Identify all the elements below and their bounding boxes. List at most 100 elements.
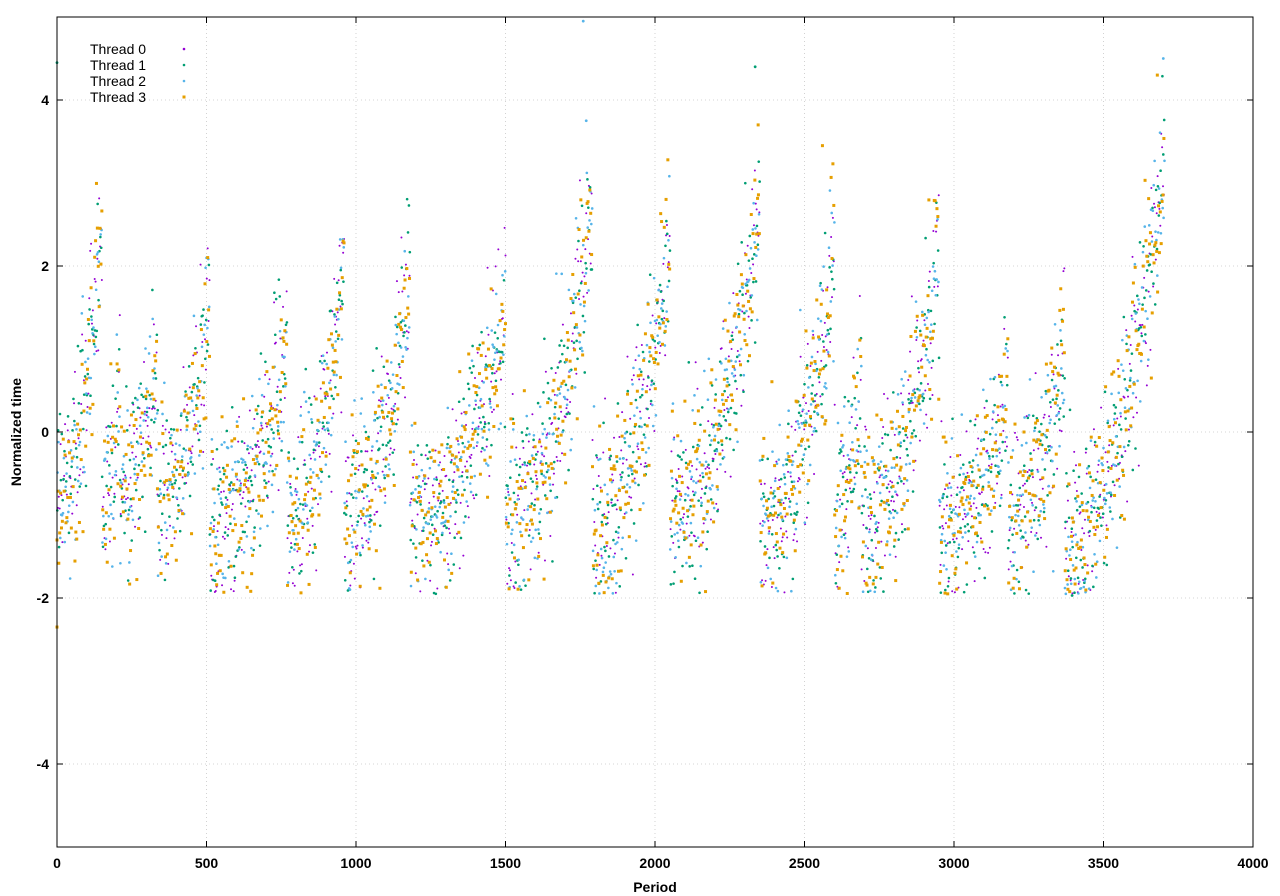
data-point [67, 510, 70, 514]
data-point [350, 413, 354, 417]
data-point [76, 479, 80, 483]
data-point [446, 442, 449, 446]
data-point [289, 491, 293, 495]
data-point [445, 526, 448, 530]
data-point [259, 450, 262, 453]
data-point [224, 526, 227, 529]
data-point [621, 486, 625, 490]
data-point [290, 520, 294, 524]
data-point [1057, 373, 1061, 377]
data-point [211, 529, 215, 533]
data-point [371, 445, 374, 448]
data-point [1091, 479, 1095, 483]
data-point [288, 550, 292, 553]
data-point [158, 548, 161, 552]
data-point [635, 346, 638, 349]
data-point [607, 576, 611, 580]
data-point [1067, 482, 1071, 486]
data-point [1055, 414, 1059, 417]
data-point [165, 537, 168, 540]
data-point [754, 202, 757, 205]
data-point [791, 577, 795, 581]
data-point [591, 564, 595, 568]
data-point [927, 280, 930, 283]
data-point [1005, 374, 1009, 378]
data-point [471, 344, 474, 348]
data-point [156, 525, 160, 529]
data-point [199, 328, 203, 332]
data-point [698, 460, 702, 464]
data-point [636, 323, 639, 327]
data-point [887, 517, 891, 520]
data-point [136, 476, 139, 479]
data-point [831, 162, 835, 166]
data-point [529, 568, 532, 571]
data-point [924, 236, 927, 240]
data-point [640, 344, 643, 347]
data-point [109, 362, 113, 366]
data-point [481, 446, 484, 450]
data-point [854, 408, 858, 411]
data-point [771, 518, 774, 521]
data-point [864, 581, 868, 585]
data-point [739, 363, 743, 367]
data-point [233, 576, 237, 579]
data-point [587, 206, 590, 209]
data-point [835, 553, 839, 556]
data-point [744, 253, 748, 257]
data-point [390, 407, 393, 410]
data-point [130, 509, 134, 513]
data-point [69, 477, 72, 480]
data-point [800, 422, 804, 425]
data-point [402, 319, 406, 322]
data-point [459, 455, 463, 459]
data-point [936, 249, 940, 252]
data-point [311, 524, 314, 527]
data-point [232, 590, 235, 593]
data-point [980, 438, 983, 442]
data-point [264, 440, 268, 444]
data-point [327, 338, 331, 342]
data-point [239, 536, 243, 540]
data-point [346, 561, 350, 565]
data-point [726, 380, 729, 384]
data-point [736, 349, 739, 352]
data-point [635, 389, 639, 393]
data-point [162, 452, 165, 455]
data-point [1057, 418, 1061, 421]
data-point [582, 238, 586, 242]
data-point [620, 449, 623, 452]
data-point [1025, 479, 1029, 483]
data-point [692, 479, 695, 483]
data-point [1109, 466, 1113, 470]
data-point [100, 475, 104, 479]
data-point [389, 432, 393, 436]
data-point [948, 482, 951, 485]
data-point [865, 567, 869, 571]
data-point [593, 520, 596, 523]
data-point [877, 521, 880, 524]
data-point [606, 503, 610, 507]
data-point [393, 343, 397, 347]
data-point [879, 418, 883, 422]
data-point [189, 396, 193, 400]
data-point [371, 473, 375, 477]
data-point [706, 398, 710, 402]
data-point [683, 399, 687, 403]
data-point [104, 548, 107, 551]
data-point [687, 555, 691, 559]
data-point [613, 503, 617, 506]
data-point [817, 335, 821, 339]
data-point [596, 507, 600, 511]
data-point [613, 569, 616, 573]
data-point [1089, 439, 1093, 443]
data-point [491, 411, 494, 414]
data-point [383, 501, 387, 504]
data-point [930, 417, 934, 421]
data-point [1108, 506, 1112, 509]
data-point [1079, 586, 1083, 590]
data-point [60, 432, 64, 436]
data-point [976, 483, 980, 487]
data-point [1057, 411, 1060, 415]
data-point [217, 553, 221, 557]
